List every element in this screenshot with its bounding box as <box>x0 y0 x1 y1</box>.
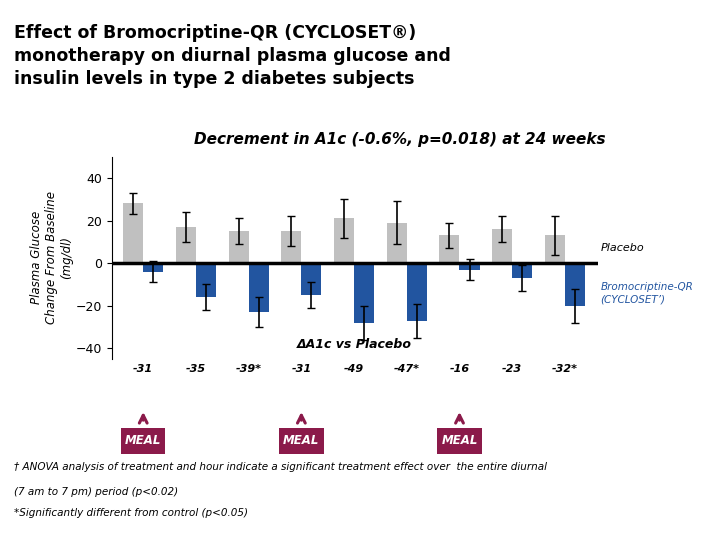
Text: MEAL: MEAL <box>125 434 161 448</box>
Bar <box>143 263 163 272</box>
Text: † ANOVA analysis of treatment and hour indicate a significant treatment effect o: † ANOVA analysis of treatment and hour i… <box>14 462 547 472</box>
Bar <box>565 263 585 306</box>
Text: Effect of Bromocriptine-QR (CYCLOSET®)
monotherapy on diurnal plasma glucose and: Effect of Bromocriptine-QR (CYCLOSET®) m… <box>14 24 451 88</box>
Bar <box>302 263 321 295</box>
Bar <box>354 263 374 323</box>
FancyBboxPatch shape <box>279 428 323 454</box>
Bar <box>459 263 480 269</box>
Text: -49: -49 <box>344 364 364 374</box>
Text: 1: 1 <box>350 386 359 399</box>
Text: 8: 8 <box>192 386 200 399</box>
Bar <box>407 263 427 321</box>
Text: MEAL: MEAL <box>283 434 320 448</box>
Text: Decrement in A1c (-0.6%, p=0.018) at 24 weeks: Decrement in A1c (-0.6%, p=0.018) at 24 … <box>194 132 606 146</box>
Bar <box>123 204 143 263</box>
Text: 7: 7 <box>139 386 148 399</box>
Text: MEAL: MEAL <box>441 434 477 448</box>
Y-axis label: Plasma Glucose
Change From Baseline
(mg/dl): Plasma Glucose Change From Baseline (mg/… <box>30 191 73 325</box>
FancyBboxPatch shape <box>121 428 166 454</box>
Text: 6: 6 <box>508 386 516 399</box>
Text: 2 PM: 2 PM <box>390 386 424 399</box>
Bar <box>387 222 407 263</box>
Bar <box>282 231 302 263</box>
Text: 7 PM: 7 PM <box>547 386 582 399</box>
Text: 12: 12 <box>292 386 310 399</box>
Text: (7 am to 7 pm) period (p<0.02): (7 am to 7 pm) period (p<0.02) <box>14 487 179 497</box>
Bar <box>229 231 248 263</box>
Text: -31: -31 <box>133 364 153 374</box>
Bar <box>492 229 512 263</box>
Bar <box>248 263 269 312</box>
Text: *Significantly different from control (p<0.05): *Significantly different from control (p… <box>14 508 248 518</box>
Text: -32*: -32* <box>552 364 578 374</box>
Text: ΔA1c vs Placebo: ΔA1c vs Placebo <box>297 338 412 350</box>
Text: -31: -31 <box>292 364 312 374</box>
Text: -35: -35 <box>186 364 206 374</box>
Text: -39*: -39* <box>235 364 261 374</box>
Text: -47*: -47* <box>394 364 420 374</box>
Text: Placebo: Placebo <box>600 243 644 253</box>
Bar <box>196 263 216 298</box>
Text: 5: 5 <box>455 386 464 399</box>
Text: Bromocriptine-QR
(CYCLOSET’): Bromocriptine-QR (CYCLOSET’) <box>600 282 693 304</box>
FancyBboxPatch shape <box>437 428 482 454</box>
Bar <box>545 235 565 263</box>
Text: TIME: TIME <box>116 386 150 399</box>
Text: -23: -23 <box>502 364 522 374</box>
Text: 9 AM: 9 AM <box>231 386 266 399</box>
Bar <box>176 227 196 263</box>
Text: -16: -16 <box>449 364 469 374</box>
Bar <box>439 235 459 263</box>
Bar <box>334 218 354 263</box>
Bar <box>512 263 532 278</box>
